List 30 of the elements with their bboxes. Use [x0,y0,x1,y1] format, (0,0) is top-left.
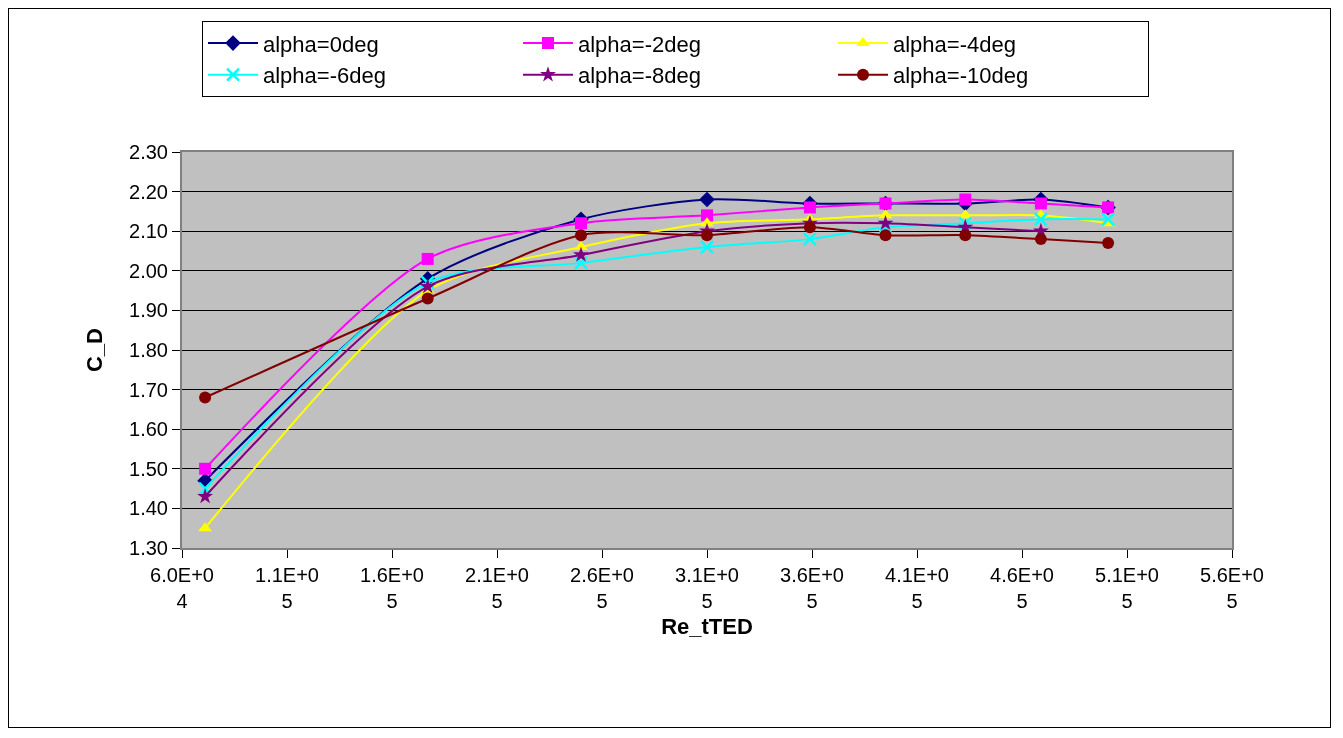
y-tick-label: 2.00 [129,259,168,282]
y-tick-label: 1.40 [129,497,168,520]
x-tick-label: 2.6E+05 [570,564,634,612]
legend-label: alpha=-2deg [578,31,701,57]
legend-label: alpha=-4deg [893,31,1016,57]
x-tick-label: 4.1E+05 [885,564,949,612]
y-tick-label: 2.10 [129,220,168,243]
x-tick-label: 4.6E+05 [990,564,1054,612]
y-tick-label: 2.20 [129,180,168,203]
x-tick-label: 1.6E+05 [360,564,424,612]
x-tick-label: 3.1E+05 [675,564,739,612]
x-axis-title: Re_tTED [661,614,753,639]
y-tick-label: 2.30 [129,141,168,163]
x-tick-label: 5.1E+05 [1095,564,1159,612]
y-tick-label: 1.70 [129,378,168,401]
legend-label: alpha=-8deg [578,63,701,89]
x-tick-label: 6.0E+04 [150,564,214,612]
y-tick-label: 1.30 [129,537,168,559]
x-tick-label: 2.1E+05 [465,564,529,612]
legend-label: alpha=-6deg [263,63,386,89]
legend-label: alpha=-10deg [893,63,1029,89]
y-tick-label: 1.60 [129,418,168,441]
y-tick-label: 1.80 [129,339,168,361]
x-tick-label: 5.6E+05 [1200,564,1264,612]
y-tick-label: 1.90 [129,299,168,322]
y-tick-label: 1.50 [129,457,168,480]
y-axis-title: C_D [82,327,108,373]
x-tick-label: 1.1E+05 [255,564,319,612]
legend-label: alpha=0deg [263,31,379,57]
x-tick-label: 3.6E+05 [780,564,844,612]
